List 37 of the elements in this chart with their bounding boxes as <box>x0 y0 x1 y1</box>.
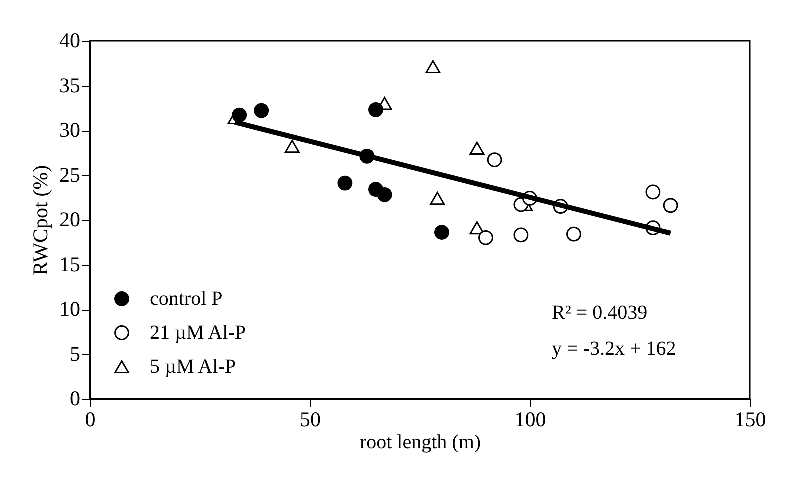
point <box>478 230 494 246</box>
y-tick-label: 25 <box>60 162 80 187</box>
point <box>514 228 529 243</box>
x-tick-label: 150 <box>734 408 766 432</box>
y-axis-title: RWCpot (%) <box>28 165 52 276</box>
point <box>284 140 300 154</box>
annotation: R² = 0.4039 <box>552 302 648 324</box>
point <box>434 225 450 240</box>
point <box>426 60 441 74</box>
x-tick-label: 50 <box>300 408 321 432</box>
point <box>254 103 270 118</box>
annotation: y = -3.2x + 162 <box>552 338 676 360</box>
y-tick-label: 10 <box>60 297 80 321</box>
y-tick-label: 35 <box>60 73 80 98</box>
point <box>377 187 392 202</box>
y-tick-label: 5 <box>70 342 80 366</box>
x-tick-label: 0 <box>85 408 96 432</box>
point <box>663 198 678 214</box>
legend-label: control P <box>150 288 223 310</box>
point <box>232 108 248 123</box>
y-tick-label: 40 <box>60 28 80 52</box>
point <box>487 152 502 168</box>
point <box>368 102 384 118</box>
x-tick-label: 100 <box>514 408 546 432</box>
legend-label: 21 µM Al-P <box>150 322 246 344</box>
y-tick-label: 15 <box>60 252 80 276</box>
point <box>646 184 661 200</box>
y-tick-label: 30 <box>60 118 80 142</box>
point <box>470 142 485 155</box>
point <box>566 226 582 242</box>
y-tick-label: 20 <box>60 208 80 232</box>
point <box>338 176 353 191</box>
point <box>470 221 485 235</box>
legend-label: 5 µM Al-P <box>150 356 236 378</box>
x-axis-title: root length (m) <box>360 432 482 454</box>
y-tick-label: 0 <box>70 386 80 410</box>
point <box>430 192 446 206</box>
